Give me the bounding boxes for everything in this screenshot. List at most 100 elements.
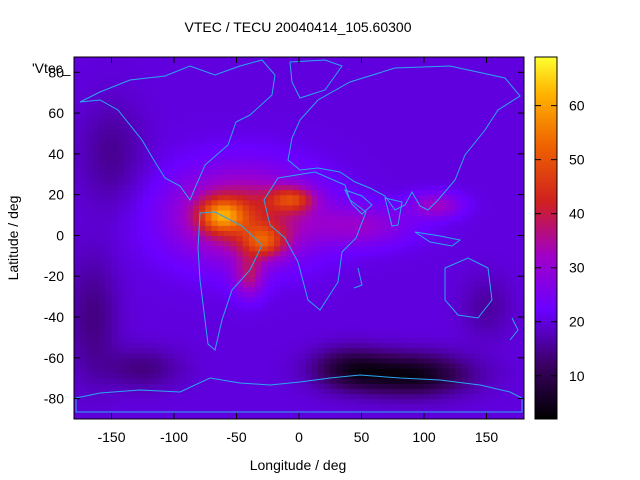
heatmap-cell <box>180 260 188 267</box>
heatmap-cell <box>280 393 288 400</box>
heatmap-cell <box>411 209 419 216</box>
heatmap-cell <box>92 57 100 63</box>
heatmap-cell <box>486 332 494 339</box>
heatmap-cell <box>499 92 506 99</box>
heatmap-cell <box>167 317 175 323</box>
heatmap-cell <box>380 388 388 395</box>
heatmap-cell <box>149 128 156 135</box>
heatmap-cell <box>292 209 300 216</box>
heatmap-cell <box>392 352 400 359</box>
heatmap-cell <box>130 113 138 119</box>
heatmap-cell <box>236 327 244 333</box>
heatmap-cell <box>486 362 494 369</box>
heatmap-cell <box>267 413 275 419</box>
heatmap-cell <box>436 352 444 359</box>
heatmap-cell <box>274 352 281 359</box>
heatmap-cell <box>192 362 200 369</box>
heatmap-cell <box>180 102 188 109</box>
heatmap-cell <box>117 250 125 257</box>
heatmap-cell <box>417 311 425 318</box>
heatmap-cell <box>130 245 138 252</box>
heatmap-cell <box>474 174 481 180</box>
heatmap-cell <box>374 128 381 135</box>
heatmap-cell <box>461 215 469 221</box>
heatmap-cell <box>236 72 244 78</box>
heatmap-cell <box>336 72 344 78</box>
heatmap-cell <box>186 250 194 257</box>
heatmap-cell <box>436 97 444 104</box>
heatmap-cell <box>155 368 163 374</box>
heatmap-cell <box>155 184 163 191</box>
heatmap-cell <box>117 123 125 129</box>
heatmap-cell <box>136 301 144 308</box>
heatmap-cell <box>86 118 94 124</box>
heatmap-cell <box>80 67 88 73</box>
heatmap-cell <box>317 138 325 145</box>
heatmap-cell <box>292 388 300 395</box>
heatmap-cell <box>199 260 206 267</box>
heatmap-cell <box>299 153 306 160</box>
heatmap-cell <box>80 148 88 155</box>
heatmap-cell <box>467 220 475 226</box>
heatmap-cell <box>299 403 306 410</box>
heatmap-cell <box>274 342 281 349</box>
heatmap-cell <box>92 225 100 231</box>
heatmap-cell <box>474 230 481 237</box>
heatmap-cell <box>499 383 506 390</box>
heatmap-cell <box>355 403 363 410</box>
heatmap-cell <box>349 383 356 390</box>
heatmap-cell <box>367 92 375 99</box>
heatmap-cell <box>217 373 225 379</box>
heatmap-cell <box>311 296 319 303</box>
heatmap-cell <box>299 255 306 262</box>
heatmap-cell <box>405 107 413 114</box>
heatmap-cell <box>74 260 81 267</box>
heatmap-cell <box>324 225 331 231</box>
heatmap-cell <box>236 235 244 242</box>
heatmap-cell <box>299 296 306 303</box>
heatmap-cell <box>480 327 488 333</box>
heatmap-cell <box>386 158 394 165</box>
heatmap-cell <box>505 225 513 231</box>
heatmap-cell <box>467 413 475 419</box>
heatmap-cell <box>117 230 125 237</box>
heatmap-cell <box>474 332 481 339</box>
heatmap-cell <box>436 102 444 109</box>
heatmap-cell <box>392 158 400 165</box>
heatmap-cell <box>311 255 319 262</box>
heatmap-cell <box>80 337 88 344</box>
heatmap-cell <box>124 403 131 410</box>
heatmap-cell <box>417 306 425 313</box>
heatmap-cell <box>292 306 300 313</box>
heatmap-cell <box>424 82 431 89</box>
heatmap-cell <box>299 184 306 191</box>
heatmap-cell <box>261 291 269 298</box>
heatmap-cell <box>142 194 150 201</box>
heatmap-cell <box>317 347 325 354</box>
heatmap-cell <box>92 413 100 419</box>
heatmap-cell <box>192 266 200 272</box>
heatmap-cell <box>205 87 213 94</box>
heatmap-cell <box>74 174 81 180</box>
heatmap-cell <box>255 230 263 237</box>
heatmap-cell <box>430 209 438 216</box>
heatmap-cell <box>467 368 475 374</box>
heatmap-cell <box>330 148 338 155</box>
heatmap-cell <box>105 352 113 359</box>
heatmap-cell <box>374 357 381 364</box>
heatmap-cell <box>492 169 500 175</box>
heatmap-cell <box>255 368 263 374</box>
heatmap-cell <box>136 138 144 145</box>
heatmap-cell <box>242 291 250 298</box>
heatmap-cell <box>461 174 469 180</box>
heatmap-cell <box>124 373 131 379</box>
heatmap-cell <box>399 118 406 124</box>
heatmap-cell <box>205 357 213 364</box>
heatmap-cell <box>255 92 263 99</box>
heatmap-cell <box>442 143 450 150</box>
heatmap-cell <box>286 245 294 252</box>
heatmap-cell <box>261 337 269 344</box>
heatmap-cell <box>105 174 113 180</box>
heatmap-cell <box>242 123 250 129</box>
heatmap-cell <box>74 220 81 226</box>
